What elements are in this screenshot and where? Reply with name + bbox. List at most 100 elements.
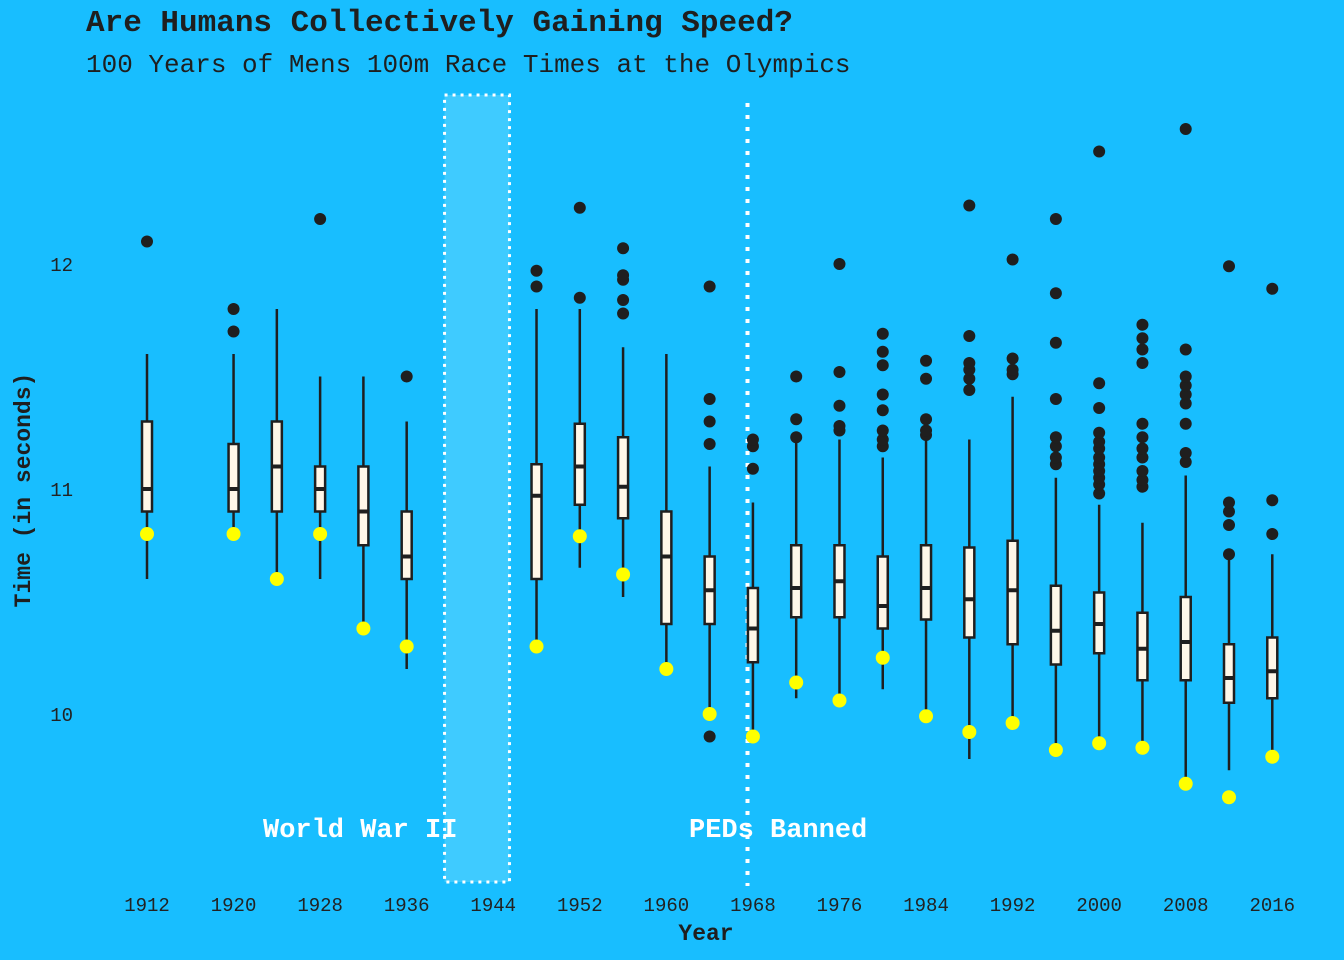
chart-subtitle: 100 Years of Mens 100m Race Times at the… bbox=[86, 50, 851, 80]
box-iqr bbox=[660, 510, 673, 626]
outlier-point bbox=[1006, 363, 1019, 376]
box-1972 bbox=[789, 370, 804, 699]
box-1988 bbox=[962, 199, 977, 759]
winner-point bbox=[1005, 716, 1020, 730]
winner-point bbox=[226, 527, 241, 541]
box-1924 bbox=[269, 309, 284, 586]
outlier-point bbox=[876, 359, 889, 372]
outlier-point bbox=[790, 413, 803, 426]
outlier-point bbox=[876, 433, 889, 446]
outlier-point bbox=[1006, 253, 1019, 266]
x-tick-label: 1936 bbox=[384, 895, 430, 917]
outlier-point bbox=[1136, 465, 1149, 477]
x-tick-label: 1928 bbox=[297, 895, 343, 917]
outlier-point bbox=[790, 370, 803, 383]
outlier-point bbox=[141, 235, 153, 248]
outlier-point bbox=[876, 327, 889, 340]
outlier-point bbox=[963, 384, 976, 396]
box-iqr bbox=[140, 420, 154, 513]
outlier-point bbox=[1006, 352, 1019, 365]
winner-point bbox=[1092, 736, 1107, 751]
outlier-point bbox=[1093, 402, 1106, 414]
outlier-point bbox=[746, 462, 759, 475]
box-iqr bbox=[616, 436, 630, 520]
outlier-point bbox=[1179, 343, 1192, 356]
outlier-point bbox=[920, 354, 933, 367]
outlier-point bbox=[1179, 417, 1192, 430]
box-iqr bbox=[400, 510, 413, 581]
outlier-point bbox=[617, 269, 630, 282]
outlier-point bbox=[833, 366, 846, 378]
box-2016 bbox=[1265, 282, 1280, 764]
outlier-point bbox=[1179, 370, 1192, 383]
outlier-point bbox=[1049, 213, 1062, 225]
box-iqr bbox=[1049, 584, 1063, 666]
y-axis-title: Time (in seconds) bbox=[11, 373, 37, 608]
outlier-point bbox=[703, 280, 716, 293]
box-1960 bbox=[659, 354, 674, 676]
outlier-point bbox=[617, 307, 630, 320]
winner-point bbox=[919, 709, 934, 724]
outlier-point bbox=[920, 372, 933, 385]
box-iqr bbox=[919, 544, 933, 621]
outlier-point bbox=[963, 357, 976, 369]
outlier-point bbox=[963, 199, 976, 212]
outlier-point bbox=[1093, 487, 1106, 500]
outlier-point bbox=[530, 264, 543, 277]
outlier-point bbox=[1136, 451, 1149, 464]
box-iqr bbox=[789, 544, 803, 619]
winner-point bbox=[745, 729, 760, 744]
outlier-point bbox=[1136, 357, 1149, 369]
box-2008 bbox=[1178, 123, 1193, 791]
outlier-point bbox=[1093, 145, 1106, 158]
outlier-point bbox=[1093, 435, 1106, 448]
box-2000 bbox=[1092, 145, 1107, 751]
outlier-point bbox=[1266, 528, 1279, 540]
outlier-point bbox=[1093, 426, 1106, 439]
box-1952 bbox=[572, 201, 587, 568]
outlier-point bbox=[833, 258, 846, 270]
outlier-point bbox=[833, 399, 846, 412]
box-layer bbox=[140, 123, 1280, 805]
outlier-point bbox=[1179, 388, 1192, 401]
outlier-point bbox=[1223, 519, 1235, 531]
outlier-point bbox=[1136, 442, 1149, 455]
outlier-point bbox=[1136, 318, 1149, 331]
y-tick-label: 10 bbox=[50, 705, 73, 727]
winner-point bbox=[962, 725, 977, 739]
winner-point bbox=[313, 527, 328, 541]
box-1976 bbox=[832, 258, 847, 708]
x-tick-label: 1960 bbox=[644, 895, 690, 917]
box-iqr bbox=[1006, 539, 1019, 646]
outlier-point bbox=[876, 388, 889, 401]
box-1920 bbox=[226, 303, 241, 541]
box-1956 bbox=[616, 242, 631, 597]
x-tick-label: 1920 bbox=[211, 895, 257, 917]
x-tick-label: 1968 bbox=[730, 895, 776, 917]
outlier-point bbox=[876, 424, 889, 437]
x-tick-label: 1984 bbox=[903, 895, 949, 917]
outlier-point bbox=[1179, 397, 1192, 410]
shade-layer bbox=[443, 93, 750, 886]
outlier-point bbox=[573, 201, 586, 214]
outlier-point bbox=[920, 424, 933, 437]
winner-point bbox=[1222, 790, 1236, 805]
box-2012 bbox=[1222, 260, 1236, 805]
x-tick-label: 1912 bbox=[124, 895, 170, 917]
outlier-point bbox=[1266, 282, 1279, 295]
winner-point bbox=[1048, 743, 1063, 757]
outlier-point bbox=[1136, 474, 1149, 486]
box-iqr bbox=[573, 422, 587, 506]
chart-title: Are Humans Collectively Gaining Speed? bbox=[86, 6, 793, 41]
outlier-point bbox=[1136, 332, 1149, 345]
box-iqr bbox=[876, 555, 890, 630]
outlier-point bbox=[1223, 505, 1235, 518]
outlier-point bbox=[1223, 548, 1235, 561]
outlier-point bbox=[963, 372, 976, 385]
winner-point bbox=[356, 621, 371, 636]
outlier-point bbox=[1049, 336, 1062, 349]
box-iqr bbox=[746, 586, 760, 664]
outlier-point bbox=[1049, 287, 1062, 300]
winner-point bbox=[269, 572, 284, 586]
